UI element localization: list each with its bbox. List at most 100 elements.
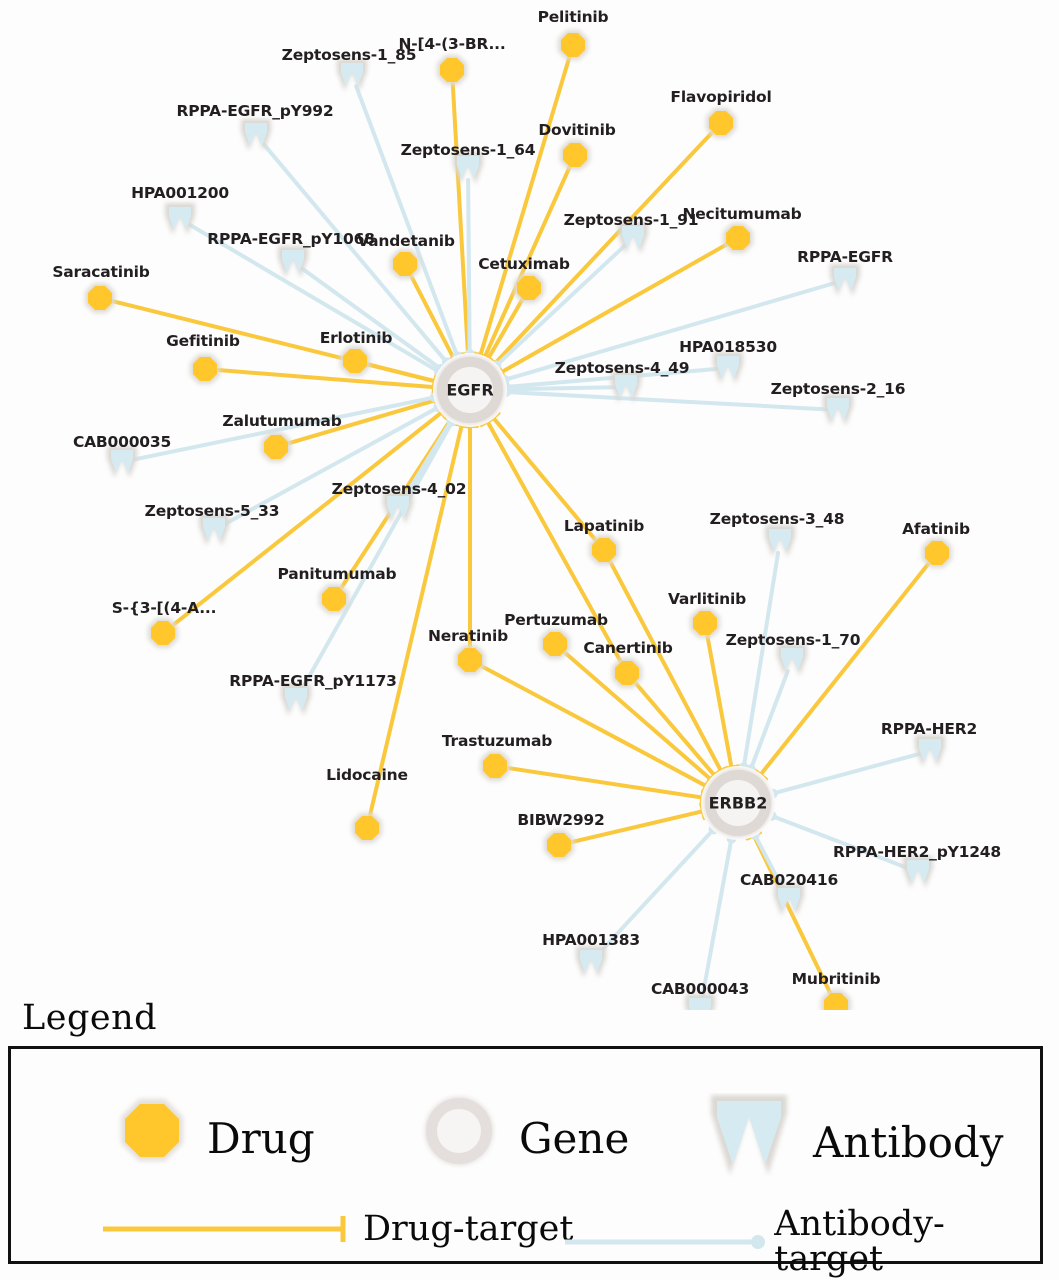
ring-icon [425,1097,493,1165]
octagon-icon [592,538,616,562]
edge-antibody-target [222,405,441,527]
drug-node[interactable] [544,830,574,860]
chevron-icon [919,739,941,762]
drug-node[interactable] [340,346,370,376]
gene-label: ERBB2 [708,793,768,813]
drug-node[interactable] [85,283,115,313]
antibody-label: Zeptosens-1_85 [281,46,417,64]
edge-antibody-target [700,836,734,1001]
antibody-node[interactable] [453,152,483,184]
chevron-icon [203,518,225,541]
drug-node[interactable] [390,249,420,279]
drug-label: Neratinib [428,627,508,645]
drug-node[interactable] [514,273,544,303]
antibody-node[interactable] [618,222,648,254]
antibody-node[interactable] [281,684,311,716]
drug-node[interactable] [612,658,642,688]
legend-shape-row: Drug Gene Antibody [11,1093,1040,1185]
chevron-icon [580,950,602,973]
drug-node[interactable] [690,608,720,638]
octagon-icon [355,816,379,840]
chevron-icon [245,123,267,146]
antibody-node[interactable] [765,525,795,557]
drug-node[interactable] [190,354,220,384]
edge-antibody-target [748,669,790,772]
octagon-icon [547,833,571,857]
gene-node[interactable] [701,766,775,840]
edge-antibody-target [354,84,460,359]
drug-node[interactable] [148,618,178,648]
antibody-node[interactable] [777,644,807,676]
network-canvas [85,30,952,1010]
drug-node[interactable] [480,751,510,781]
drug-node[interactable] [723,223,753,253]
edge-drug-target [450,80,470,357]
antibody-node[interactable] [915,735,945,767]
edge-antibody-target [299,419,455,692]
drug-node[interactable] [261,432,291,462]
antibody-node[interactable] [107,446,137,478]
drug-node[interactable] [352,813,382,843]
edge-antibody-target [466,177,472,357]
antibody-node[interactable] [830,264,860,296]
drug-label: Mubritinib [791,970,881,988]
drug-node[interactable] [821,990,851,1010]
gene-label: EGFR [446,380,494,400]
antibody-label: CAB000043 [650,980,750,998]
octagon-icon [440,58,464,82]
drug-node[interactable] [706,108,736,138]
drug-label: Cetuximab [478,255,570,273]
antibody-node[interactable] [337,59,367,91]
antibody-node[interactable] [278,246,308,278]
edge-drug-target [633,680,717,778]
edge-drug-target [751,833,833,996]
antibody-label: RPPA-HER2 [880,720,978,738]
edge-antibody-target [502,281,836,382]
antibody-node[interactable] [576,946,606,978]
drug-node[interactable] [922,538,952,568]
octagon-icon [121,1099,183,1161]
antibody-node[interactable] [199,514,229,546]
octagon-icon [343,349,367,373]
drug-node[interactable] [589,535,619,565]
antibody-label: HPA001383 [542,931,640,949]
edge-antibody-target [597,827,716,956]
drug-node[interactable] [455,645,485,675]
antibody-label: HPA018530 [679,338,777,356]
antibody-node[interactable] [241,119,271,151]
edge-drug-target [479,664,709,789]
antibody-label: Zeptosens-1_91 [563,211,699,229]
antibody-label: RPPA-EGFR_pY1068 [207,230,375,248]
edge-drug-target [569,809,705,845]
drug-node[interactable] [560,140,590,170]
drug-label: Afatinib [902,520,970,538]
legend-item-antibody: Antibody [703,1093,1003,1193]
antibody-node[interactable] [165,203,195,235]
antibody-node[interactable] [823,394,853,426]
edge-drug-target [215,368,437,390]
drug-node[interactable] [437,55,467,85]
drug-label: Saracatinib [52,263,150,281]
edge-drug-target [482,164,572,360]
antibody-node[interactable] [611,371,641,403]
edge-drug-target [408,273,456,361]
antibody-node[interactable] [383,492,413,524]
drug-node[interactable] [558,30,588,60]
drug-node[interactable] [319,584,349,614]
antibody-node[interactable] [713,352,743,384]
gene-node[interactable] [433,353,507,427]
antibody-node[interactable] [774,884,804,916]
chevron-icon [717,356,739,379]
chevron-icon [834,268,856,291]
octagon-icon [561,33,585,57]
drug-label: S-{3-[(4-A... [111,599,217,617]
chevron-icon [285,688,307,711]
drug-node[interactable] [540,629,570,659]
antibody-node[interactable] [903,856,933,888]
chevron-icon [387,496,409,519]
edge-antibody-target [300,267,443,371]
octagon-icon [726,226,750,250]
edge-drug-target [492,130,715,366]
antibody-label: HPA001200 [131,184,229,202]
antibody-node[interactable] [685,994,715,1010]
